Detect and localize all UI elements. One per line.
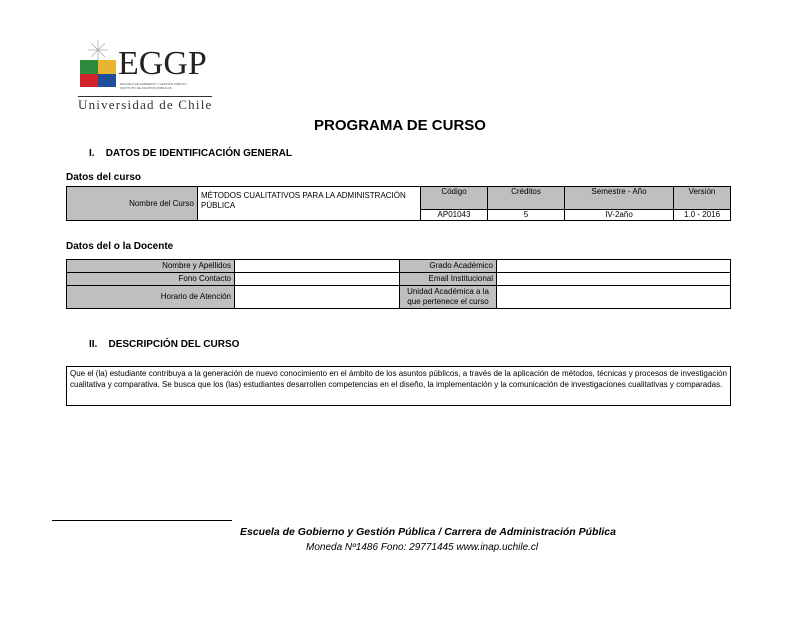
footer-line-1: Escuela de Gobierno y Gestión Pública / … bbox=[240, 526, 616, 538]
logo-sub1: ESCUELA DE GOBIERNO Y GESTIÓN PÚBLICA bbox=[120, 82, 187, 86]
description-box: Que el (la) estudiante contribuya a la g… bbox=[66, 366, 731, 406]
header-semestre: Semestre - Año bbox=[564, 186, 674, 210]
logo-sub2: INSTITUTO DE ASUNTOS PÚBLICOS bbox=[120, 86, 172, 90]
section-1-heading: I. DATOS DE IDENTIFICACIÓN GENERAL bbox=[89, 148, 292, 160]
label-nombre: Nombre y Apellidos bbox=[66, 259, 235, 273]
header-codigo: Código bbox=[420, 186, 488, 210]
logo-brand: EGGP bbox=[118, 45, 207, 82]
footer-line-2: Moneda Nº1486 Fono: 29771445 www.inap.uc… bbox=[306, 542, 539, 553]
label-fono: Fono Contacto bbox=[66, 272, 235, 286]
section-number: II. bbox=[89, 339, 98, 350]
value-codigo: AP01043 bbox=[420, 209, 488, 221]
section-number: I. bbox=[89, 148, 95, 159]
teacher-table: Nombre y Apellidos Grado Académico Fono … bbox=[66, 259, 731, 309]
course-heading: Datos del curso bbox=[66, 172, 142, 183]
label-unidad: Unidad Académica a la que pertenece el c… bbox=[399, 285, 497, 309]
footer-divider bbox=[52, 520, 232, 521]
section-2-heading: II. DESCRIPCIÓN DEL CURSO bbox=[89, 339, 239, 351]
coat-of-arms-icon bbox=[80, 40, 116, 87]
value-semestre: IV-2año bbox=[564, 209, 674, 221]
label-grado: Grado Académico bbox=[399, 259, 497, 273]
header-creditos: Créditos bbox=[487, 186, 565, 210]
course-name-label: Nombre del Curso bbox=[66, 186, 198, 221]
logo-subtitle: ESCUELA DE GOBIERNO Y GESTIÓN PÚBLICA IN… bbox=[120, 82, 187, 90]
logo-university: Universidad de Chile bbox=[78, 96, 213, 112]
field-email[interactable] bbox=[496, 272, 731, 286]
field-unidad[interactable] bbox=[496, 285, 731, 309]
label-horario: Horario de Atención bbox=[66, 285, 235, 309]
field-horario[interactable] bbox=[234, 285, 400, 309]
section-title: DATOS DE IDENTIFICACIÓN GENERAL bbox=[105, 148, 292, 159]
university-logo: EGGP ESCUELA DE GOBIERNO Y GESTIÓN PÚBLI… bbox=[78, 36, 230, 114]
field-grado[interactable] bbox=[496, 259, 731, 273]
header-version: Versión bbox=[673, 186, 731, 210]
field-fono[interactable] bbox=[234, 272, 400, 286]
course-name-value: MÉTODOS CUALITATIVOS PARA LA ADMINISTRAC… bbox=[197, 186, 421, 221]
label-email: Email Institucional bbox=[399, 272, 497, 286]
value-version: 1.0 - 2016 bbox=[673, 209, 731, 221]
section-title: DESCRIPCIÓN DEL CURSO bbox=[108, 339, 240, 350]
value-creditos: 5 bbox=[487, 209, 565, 221]
course-table: Nombre del Curso MÉTODOS CUALITATIVOS PA… bbox=[66, 186, 731, 221]
teacher-heading: Datos del o la Docente bbox=[66, 241, 174, 252]
page-title: PROGRAMA DE CURSO bbox=[314, 117, 486, 134]
field-nombre[interactable] bbox=[234, 259, 400, 273]
